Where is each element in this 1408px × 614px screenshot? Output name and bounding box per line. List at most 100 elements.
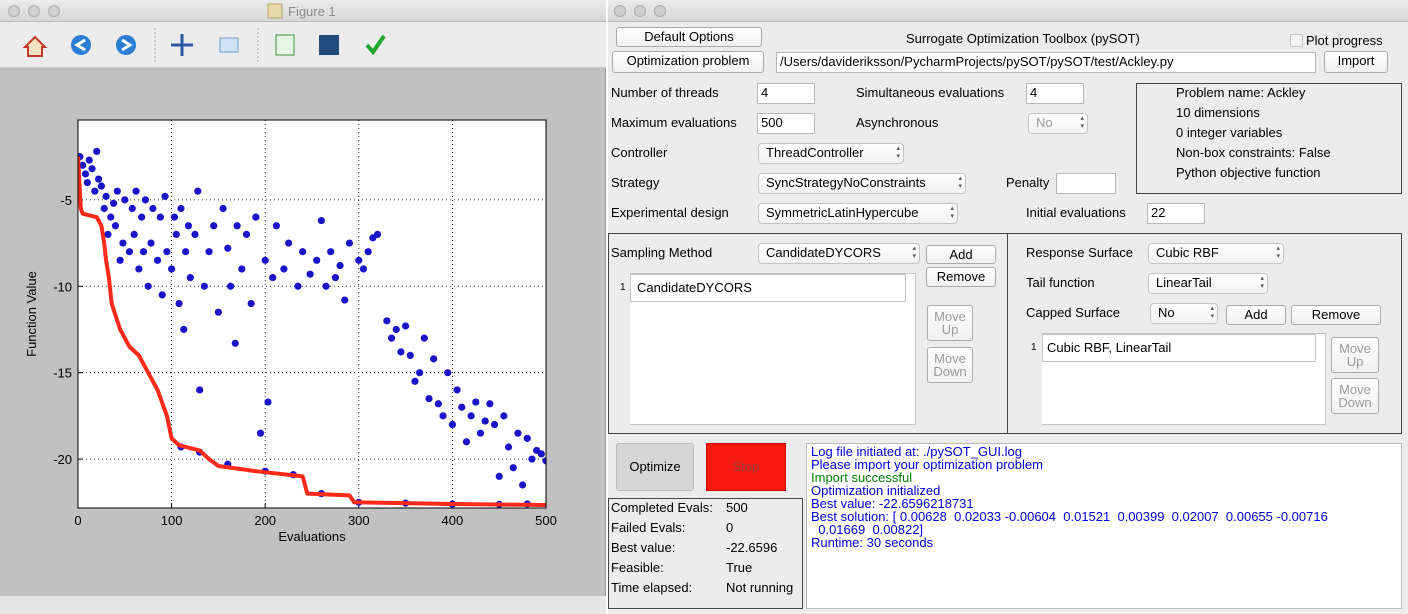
panel-divider <box>1007 233 1008 434</box>
controller-combo[interactable]: ThreadController <box>758 143 904 164</box>
tail-label: Tail function <box>1026 275 1095 290</box>
data-layer <box>78 147 546 508</box>
scatter-point <box>139 248 148 256</box>
scatter-point <box>156 213 164 221</box>
sampling-label: Sampling Method <box>611 245 713 260</box>
scatter-point <box>387 334 396 342</box>
capped-combo[interactable]: No <box>1150 303 1218 324</box>
figure-canvas: Figure 1 0 100 200 300 400 500 -20 -15 -10 -5 Eval… <box>8 3 557 544</box>
move-down-button[interactable]: Move Down <box>927 347 973 383</box>
penalty-input[interactable] <box>1056 173 1116 194</box>
import-button[interactable]: Import <box>1324 51 1388 73</box>
y-tick-label: -5 <box>60 193 72 208</box>
scatter-point <box>322 282 330 290</box>
back-button[interactable] <box>71 35 91 55</box>
edit-button[interactable] <box>365 34 386 56</box>
save-button[interactable] <box>319 35 339 55</box>
zoom-button[interactable] <box>219 37 239 53</box>
minimize-light[interactable] <box>28 5 40 17</box>
list-row[interactable] <box>1042 334 1316 362</box>
surface-label: Response Surface <box>1026 245 1133 260</box>
scatter-point <box>144 282 152 290</box>
log-line: Please import your optimization problem <box>811 457 1043 472</box>
scatter-point <box>94 175 103 183</box>
close-light[interactable] <box>8 5 20 17</box>
scatter-point <box>256 429 265 437</box>
asynchronous-combo[interactable]: No <box>1028 113 1088 134</box>
minimize-light[interactable] <box>634 5 646 17</box>
max-evals-input[interactable]: 500 <box>757 113 815 134</box>
strategy-label: Strategy <box>611 175 660 190</box>
status-label: Feasible: <box>611 560 664 575</box>
sampling-combo[interactable]: CandidateDYCORS <box>758 243 920 264</box>
configure-button[interactable] <box>275 34 295 56</box>
scatter-point <box>458 403 466 411</box>
initial-input[interactable]: 22 <box>1147 203 1205 224</box>
sampling-remove-button[interactable]: Remove <box>926 267 996 287</box>
surface-add-button[interactable]: Add <box>1226 305 1286 325</box>
scatter-point <box>226 282 235 290</box>
zoom-light[interactable] <box>48 5 60 17</box>
back-arrow <box>74 38 86 52</box>
list-row[interactable] <box>630 274 906 302</box>
status-value: True <box>726 560 753 575</box>
scatter-point <box>79 161 87 169</box>
y-tick-label: -20 <box>53 452 72 467</box>
close-light[interactable] <box>614 5 626 17</box>
info-line: Non-box constraints: False <box>1176 145 1331 160</box>
scatter-point <box>191 230 199 239</box>
design-combo[interactable]: SymmetricLatinHypercube <box>758 203 958 224</box>
scatter-point <box>158 291 166 299</box>
scatter-point <box>132 187 140 195</box>
scatter-point <box>373 230 382 239</box>
move-up-button[interactable]: Move Up <box>927 305 973 341</box>
scatter-point <box>383 317 391 325</box>
scatter-point <box>85 156 93 164</box>
scatter-point <box>252 213 260 221</box>
default-options-button[interactable]: Default Options <box>616 27 762 47</box>
move-down-button[interactable]: Move Down <box>1331 378 1379 414</box>
scatter-point <box>180 325 188 334</box>
scatter-point <box>285 239 293 247</box>
strategy-combo[interactable]: SyncStrategyNoConstraints <box>758 173 966 194</box>
scatter-point <box>523 434 531 442</box>
plot-progress-checkbox[interactable] <box>1290 34 1303 47</box>
scatter-point <box>392 325 400 334</box>
forward-button[interactable] <box>116 35 136 55</box>
x-tick-label: 0 <box>74 513 81 528</box>
threads-input[interactable]: 4 <box>757 83 815 104</box>
list-gutter <box>616 273 630 425</box>
move-up-button[interactable]: Move Up <box>1331 337 1379 373</box>
scatter-point <box>439 412 447 420</box>
scatter-point <box>100 204 108 213</box>
scatter-point <box>495 472 503 480</box>
optimize-button[interactable]: Optimize <box>616 443 694 491</box>
x-tick-label: 200 <box>254 513 276 528</box>
list-gutter <box>1026 333 1042 425</box>
surface-remove-button[interactable]: Remove <box>1291 305 1381 325</box>
scatter-point <box>247 299 255 308</box>
status-label: Failed Evals: <box>611 520 686 535</box>
tail-combo[interactable]: LinearTail <box>1148 273 1268 294</box>
status-value: -22.6596 <box>726 540 778 555</box>
sampling-add-button[interactable]: Add <box>926 245 996 264</box>
scatter-point <box>93 147 101 156</box>
problem-path-input[interactable]: /Users/davideriksson/PycharmProjects/pyS… <box>776 52 1316 73</box>
home-button[interactable] <box>22 35 48 57</box>
scatter-point <box>313 256 321 264</box>
scatter-point <box>219 204 227 213</box>
surface-combo[interactable]: Cubic RBF <box>1148 243 1284 264</box>
plot-area <box>78 120 546 508</box>
initial-label: Initial evaluations <box>1026 205 1126 220</box>
scatter-point <box>345 239 354 247</box>
plot-frame <box>77 119 547 509</box>
pan-button[interactable] <box>171 34 193 56</box>
list-item: CandidateDYCORS <box>637 280 752 295</box>
title-bar <box>608 0 1408 22</box>
optimization-problem-button[interactable]: Optimization problem <box>612 51 764 73</box>
simultaneous-input[interactable]: 4 <box>1026 83 1084 104</box>
stop-button[interactable]: Stop <box>706 443 786 491</box>
zoom-light[interactable] <box>654 5 666 17</box>
